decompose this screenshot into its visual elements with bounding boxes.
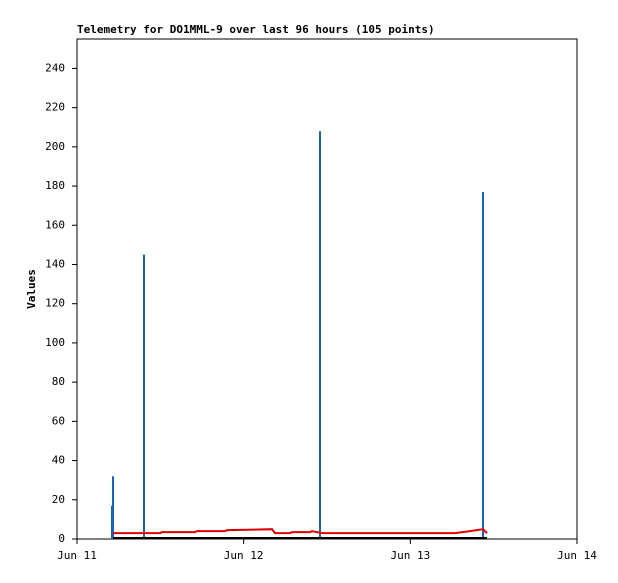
y-tick-label: 240 — [45, 61, 65, 74]
y-tick-label: 80 — [52, 375, 65, 388]
y-tick-label: 0 — [58, 532, 65, 545]
y-tick-label: 160 — [45, 218, 65, 231]
x-tick-label: Jun 14 — [557, 549, 597, 562]
y-tick-label: 60 — [52, 414, 65, 427]
y-tick-label: 220 — [45, 101, 65, 114]
x-tick-label: Jun 12 — [224, 549, 264, 562]
x-tick-label: Jun 13 — [390, 549, 430, 562]
x-tick-label: Jun 11 — [57, 549, 97, 562]
y-tick-label: 140 — [45, 257, 65, 270]
y-tick-label: 100 — [45, 336, 65, 349]
y-tick-label: 200 — [45, 140, 65, 153]
series-line — [113, 528, 488, 535]
y-tick-label: 180 — [45, 179, 65, 192]
y-tick-label: 20 — [52, 493, 65, 506]
y-tick-label: 40 — [52, 454, 65, 467]
y-tick-label: 120 — [45, 297, 65, 310]
chart-title: Telemetry for DO1MML-9 over last 96 hour… — [77, 23, 435, 36]
y-axis-label: Values — [25, 269, 38, 309]
